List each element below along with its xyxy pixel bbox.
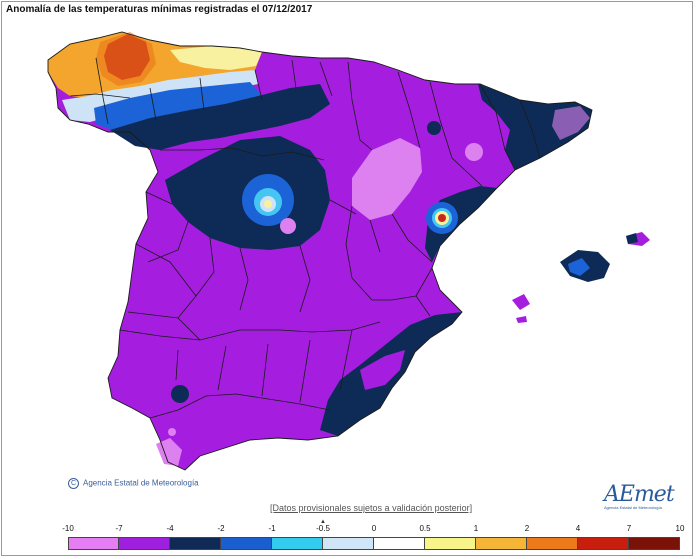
legend-swatch (221, 537, 272, 550)
border-center-east (329, 199, 433, 301)
north-light-violet-spot (465, 143, 483, 161)
legend-tick-label: 0.5 (419, 524, 431, 533)
border-catalonia (479, 83, 541, 171)
border-andalusia (175, 329, 353, 403)
legend-swatch (476, 537, 527, 550)
mallorca-blue-spot (568, 258, 590, 276)
formentera (516, 316, 527, 323)
north-navy-belt (110, 84, 330, 150)
legend-swatch (68, 537, 119, 550)
legend-swatch (170, 537, 221, 550)
northwest-darkorange-core (96, 32, 156, 86)
legend-tick-label: -2 (217, 524, 225, 533)
legend-tick-label: -0.5 (316, 524, 330, 533)
northwest-yellow-band (170, 46, 262, 70)
ibiza (512, 294, 530, 310)
central-east-light-violet (352, 138, 422, 220)
central-yellow-core (264, 200, 272, 208)
aemet-logo-word: AEmet (604, 482, 675, 507)
border-north-central (160, 147, 325, 161)
southeast-violet-lobe (360, 350, 405, 390)
coastline (47, 31, 593, 471)
castellon-red-core (438, 214, 446, 222)
legend-tick-label: 10 (675, 524, 685, 533)
legend-swatch (119, 537, 170, 550)
legend-swatch (527, 537, 578, 550)
border-aragon (347, 61, 483, 187)
copyright-symbol: C (68, 478, 79, 489)
legend-swatch (629, 537, 680, 550)
northeast-violet-patch (552, 106, 590, 140)
legend-tick-label: -1 (268, 524, 276, 533)
northwest-blue-band (94, 82, 262, 130)
south-navy-spot (171, 385, 189, 403)
cadiz-light-violet (156, 438, 182, 466)
map-title: Anomalía de las temperaturas mínimas reg… (6, 4, 313, 15)
border-valencia (372, 267, 433, 317)
agency-credit: C Agencia Estatal de Meteorología (68, 478, 199, 489)
legend-tick-label: 2 (524, 524, 530, 533)
legend-tick-label: -10 (62, 524, 74, 533)
legend-swatch (578, 537, 629, 550)
provisional-data-notice: [Datos provisionales sujetos a validació… (270, 503, 473, 513)
legend-swatch (323, 537, 374, 550)
legend-marker: ▲ (320, 519, 326, 525)
border-castilla (145, 191, 311, 313)
border-galicia (69, 57, 131, 125)
northeast-navy-zone (478, 84, 592, 170)
north-navy-spot (427, 121, 441, 135)
menorca-navy-tip (626, 233, 638, 244)
legend-swatch (425, 537, 476, 550)
border-south (119, 321, 381, 419)
central-violet-spot (280, 218, 296, 234)
legend-tick-label: 7 (626, 524, 632, 533)
border-cantabric (149, 59, 333, 121)
agency-credit-text: Agencia Estatal de Meteorología (83, 478, 199, 488)
legend-swatch (374, 537, 425, 550)
legend-swatch (272, 537, 323, 550)
province-borders (69, 57, 541, 419)
legend-tick-label: -4 (166, 524, 174, 533)
aemet-logo-subtitle: Agencia Estatal de Meteorología (604, 505, 662, 510)
legend-ticks: -10 -7 -4 -2 -1 -0.5 0 0.5 1 2 4 7 10 (0, 524, 696, 536)
legend-tick-label: 1 (473, 524, 479, 533)
south-light-violet-spot (168, 428, 176, 436)
legend-tick-label: 0 (371, 524, 377, 533)
border-extremadura (127, 243, 201, 341)
aemet-logo: AEmet Agencia Estatal de Meteorología (604, 482, 675, 510)
color-legend (68, 537, 680, 550)
legend-tick-label: 4 (575, 524, 581, 533)
legend-tick-label: -7 (115, 524, 123, 533)
